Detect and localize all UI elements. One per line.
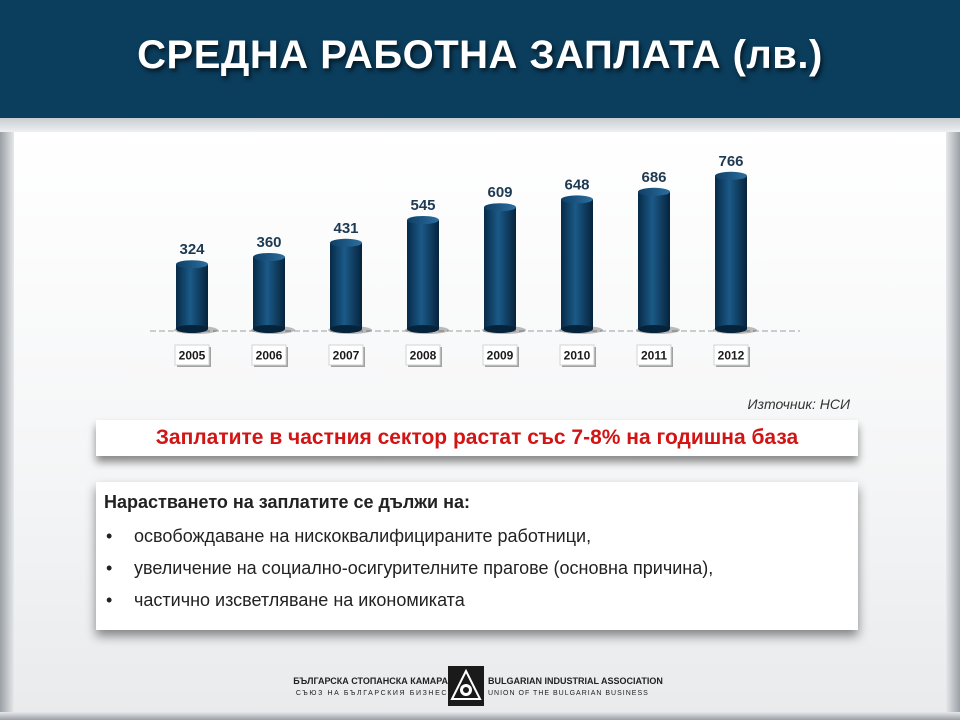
category-box-2006 — [251, 344, 287, 366]
bar-2006 — [251, 253, 295, 334]
bar-2009 — [482, 203, 526, 334]
reason-text: увеличение на социално-осигурителните пр… — [134, 558, 714, 578]
category-box-2011 — [636, 344, 672, 366]
reason-text: освобождаване на нискоквалифицираните ра… — [134, 526, 592, 546]
bar-cap — [253, 253, 285, 261]
highlight-box: Заплатите в частния сектор растат със 7-… — [96, 420, 858, 456]
bar-bottom — [715, 325, 747, 333]
bullet: • — [106, 558, 113, 578]
category-box-2007 — [328, 344, 364, 366]
bar-body — [176, 264, 208, 329]
bar-body — [407, 220, 439, 329]
category-box-2005 — [174, 344, 210, 366]
bar-2008 — [405, 216, 449, 334]
frame-left — [0, 132, 14, 720]
category-box-2012 — [713, 344, 749, 366]
bar-cap — [176, 260, 208, 269]
header-divider — [0, 118, 960, 132]
category-label-2006: 2006 — [256, 349, 283, 363]
bar-bottom — [330, 325, 362, 333]
category-label-2009: 2009 — [487, 349, 514, 363]
logo-text-bg-name: БЪЛГАРСКА СТОПАНСКА КАМАРА — [293, 676, 448, 686]
page-title: СРЕДНА РАБОТНА ЗАПЛАТА (лв.) — [137, 32, 823, 77]
bar-2007 — [328, 238, 372, 334]
bar-body — [561, 199, 593, 329]
value-label-2006: 360 — [256, 234, 281, 251]
bar-bottom — [407, 325, 439, 333]
bar-bottom — [561, 325, 593, 333]
logo-text-bg-subtitle: СЪЮЗ НА БЪЛГАРСКИЯ БИЗНЕС — [295, 690, 448, 697]
logo-text-en-subtitle: UNION OF THE BULGARIAN BUSINESS — [488, 690, 649, 697]
bar-cap — [715, 171, 747, 180]
bar-body — [638, 191, 670, 329]
bar-2012 — [713, 171, 757, 334]
value-label-2005: 324 — [179, 241, 205, 258]
triangle-emblem-icon — [448, 666, 484, 706]
bar-body — [253, 257, 285, 329]
bar-cap — [638, 187, 670, 196]
list-item: • частично изсветляване на икономиката — [104, 590, 844, 622]
bar-cap — [484, 203, 516, 212]
bar-cap — [407, 216, 439, 224]
highlight-text: Заплатите в частния сектор растат със 7-… — [155, 426, 799, 449]
bar-bottom — [484, 325, 516, 333]
category-box-2010 — [559, 344, 595, 366]
category-label-2007: 2007 — [333, 349, 360, 363]
title-bar: СРЕДНА РАБОТНА ЗАПЛАТА (лв.) — [0, 0, 960, 118]
bar-bottom — [176, 325, 208, 333]
category-label-2008: 2008 — [410, 349, 437, 363]
logo-text-en-name: BULGARIAN INDUSTRIAL ASSOCIATION — [488, 676, 663, 686]
bar-2005 — [174, 260, 218, 334]
category-box-2008 — [405, 344, 441, 366]
bar-cap — [561, 195, 593, 204]
salary-bar-chart: 324 2005 360 2006 431 2007 545 2008 609 2009 648 20… — [150, 153, 800, 367]
category-label-2011: 2011 — [641, 349, 667, 363]
value-label-2010: 648 — [564, 176, 589, 193]
bar-body — [484, 207, 516, 329]
bar-body — [330, 242, 362, 329]
list-item: • освобождаване на нискоквалифицираните … — [104, 526, 844, 558]
reasons-list: • освобождаване на нискоквалифицираните … — [104, 526, 844, 622]
reason-text: частично изсветляване на икономиката — [134, 590, 465, 610]
bullet: • — [106, 590, 113, 610]
frame-right — [946, 132, 960, 720]
bar-bottom — [638, 325, 670, 333]
value-label-2007: 431 — [333, 220, 358, 237]
value-label-2012: 766 — [718, 153, 743, 170]
bar-body — [715, 175, 747, 329]
bar-bottom — [253, 325, 285, 333]
category-label-2010: 2010 — [564, 349, 591, 363]
value-label-2008: 545 — [410, 197, 435, 214]
frame-bottom — [0, 712, 960, 720]
bar-cap — [330, 238, 362, 247]
value-label-2009: 609 — [487, 184, 512, 201]
source-note: Източник: НСИ — [747, 396, 850, 412]
list-item: • увеличение на социално-осигурителните … — [104, 558, 844, 590]
reasons-title: Нарастването на заплатите се дължи на: — [104, 492, 471, 512]
value-label-2011: 686 — [641, 169, 666, 186]
category-box-2009 — [482, 344, 518, 366]
bar-2010 — [559, 195, 603, 334]
bar-2011 — [636, 187, 680, 334]
category-label-2005: 2005 — [179, 349, 206, 363]
footer-logo: БЪЛГАРСКА СТОПАНСКА КАМАРА СЪЮЗ НА БЪЛГА… — [293, 666, 663, 710]
bullet: • — [106, 526, 113, 546]
category-label-2012: 2012 — [718, 349, 745, 363]
reasons-box: Нарастването на заплатите се дължи на: •… — [96, 482, 858, 630]
